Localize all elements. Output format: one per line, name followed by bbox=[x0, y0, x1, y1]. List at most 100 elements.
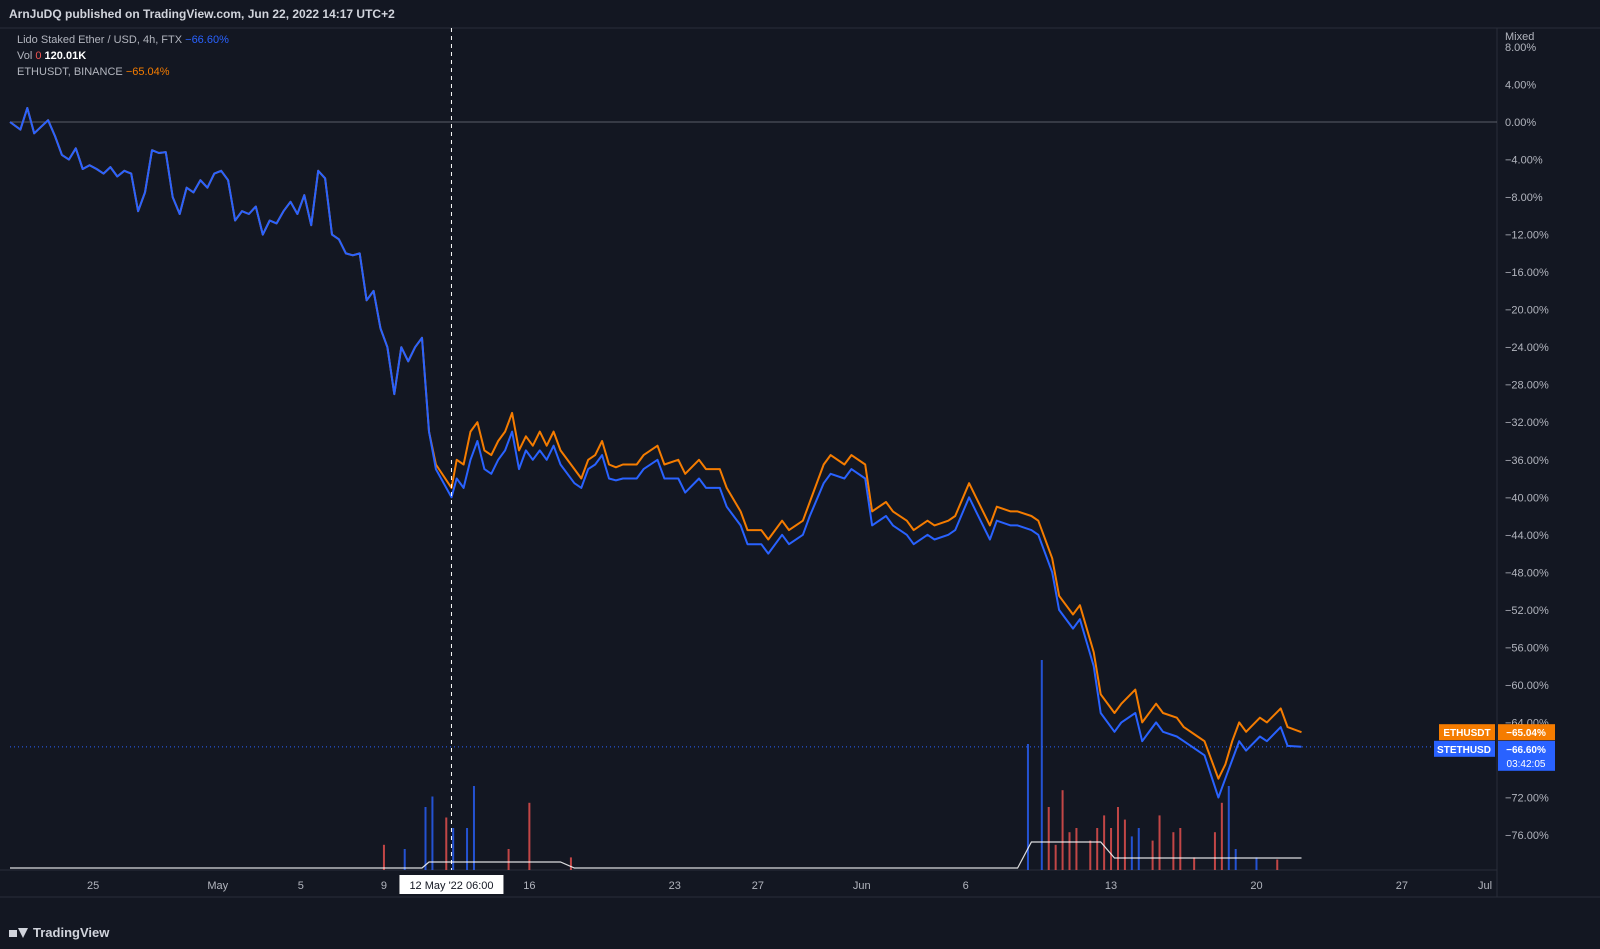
x-tick-label: 20 bbox=[1250, 880, 1262, 892]
y-tick-label: −48.00% bbox=[1505, 567, 1549, 579]
volume-bar bbox=[1068, 832, 1071, 870]
legend-symbol: Lido Staked Ether / USD, 4h, FTX bbox=[17, 34, 183, 46]
eth-name-text: ETHUSDT bbox=[1443, 728, 1490, 739]
legend-vol-value: 120.01K bbox=[44, 50, 87, 62]
y-tick-label: −32.00% bbox=[1505, 417, 1549, 429]
volume-bar bbox=[1123, 819, 1126, 870]
volume-bar bbox=[1255, 857, 1258, 870]
legend-volume-row[interactable]: Vol 0 120.01K bbox=[17, 48, 229, 64]
legend-symbol-change: −66.60% bbox=[185, 34, 229, 46]
volume-bar bbox=[1158, 815, 1161, 870]
chart-legend: Lido Staked Ether / USD, 4h, FTX −66.60%… bbox=[17, 32, 229, 80]
volume-bar bbox=[1061, 790, 1064, 870]
steth-value-text: −66.60% bbox=[1506, 745, 1546, 756]
y-tick-label: −52.00% bbox=[1505, 605, 1549, 617]
publisher-text: ArnJuDQ published on TradingView.com, Ju… bbox=[9, 7, 395, 21]
volume-bar bbox=[1054, 844, 1057, 870]
volume-bar bbox=[472, 786, 475, 870]
tradingview-footer: TradingView bbox=[9, 925, 109, 940]
eth-value-tag bbox=[1498, 724, 1555, 741]
y-tick-label: −72.00% bbox=[1505, 792, 1549, 804]
steth-countdown-text: 03:42:05 bbox=[1507, 759, 1546, 770]
x-tick-label: 9 bbox=[381, 880, 387, 892]
volume-bar bbox=[507, 849, 510, 870]
volume-bar bbox=[1047, 807, 1050, 870]
volume-bar bbox=[1089, 840, 1092, 870]
crosshair-time-box bbox=[399, 875, 504, 894]
series-line-stethusd bbox=[9, 107, 1302, 799]
x-tick-label: 5 bbox=[298, 880, 304, 892]
volume-bar bbox=[1075, 828, 1078, 870]
volume-bar bbox=[1227, 786, 1230, 870]
tradingview-logo-icon bbox=[9, 927, 28, 938]
legend-compare-change: −65.04% bbox=[125, 66, 170, 78]
y-tick-label: −24.00% bbox=[1505, 342, 1549, 354]
x-tick-label: 13 bbox=[1105, 880, 1117, 892]
y-tick-label: −16.00% bbox=[1505, 267, 1549, 279]
x-tick-label: 23 bbox=[669, 880, 681, 892]
y-tick-label: 4.00% bbox=[1505, 80, 1536, 92]
y-tick-label: −40.00% bbox=[1505, 492, 1549, 504]
eth-value-text: −65.04% bbox=[1506, 728, 1546, 739]
volume-bar bbox=[424, 807, 427, 870]
eth-name-tag bbox=[1439, 724, 1495, 741]
volume-bar bbox=[1172, 832, 1175, 870]
y-tick-label: −56.00% bbox=[1505, 642, 1549, 654]
volume-bar bbox=[1116, 807, 1119, 870]
y-tick-label: −20.00% bbox=[1505, 305, 1549, 317]
volume-ma-line bbox=[10, 841, 1302, 869]
volume-bar bbox=[528, 802, 531, 870]
volume-bar bbox=[1026, 744, 1029, 870]
publish-header: ArnJuDQ published on TradingView.com, Ju… bbox=[0, 0, 1600, 28]
x-tick-label: 6 bbox=[963, 880, 969, 892]
volume-bar bbox=[466, 828, 469, 870]
volume-bar bbox=[445, 817, 448, 870]
y-tick-label: −76.00% bbox=[1505, 830, 1549, 842]
x-tick-label: 16 bbox=[523, 880, 535, 892]
y-tick-label: −12.00% bbox=[1505, 230, 1549, 242]
steth-name-tag bbox=[1434, 740, 1495, 757]
steth-name-text: STETHUSD bbox=[1437, 745, 1491, 756]
legend-compare-symbol: ETHUSDT, BINANCE bbox=[17, 66, 123, 78]
tradingview-brand: TradingView bbox=[33, 925, 110, 940]
x-tick-label: 27 bbox=[1396, 880, 1408, 892]
volume-bar bbox=[1103, 815, 1106, 870]
y-tick-label: −44.00% bbox=[1505, 530, 1549, 542]
legend-symbol-row[interactable]: Lido Staked Ether / USD, 4h, FTX −66.60% bbox=[17, 32, 229, 48]
volume-bar bbox=[1096, 828, 1099, 870]
volume-bar bbox=[1151, 840, 1154, 870]
legend-vol-zero: 0 bbox=[35, 50, 42, 62]
volume-bar bbox=[1234, 849, 1237, 870]
volume-bar bbox=[452, 828, 455, 870]
volume-bar bbox=[1130, 836, 1133, 870]
volume-bar bbox=[1276, 859, 1279, 870]
volume-bar bbox=[1193, 857, 1196, 870]
y-tick-label: 8.00% bbox=[1505, 42, 1536, 54]
y-tick-label: −36.00% bbox=[1505, 455, 1549, 467]
steth-value-tag bbox=[1498, 740, 1555, 771]
y-tick-label: −28.00% bbox=[1505, 380, 1549, 392]
volume-bar bbox=[1220, 802, 1223, 870]
x-tick-label: 25 bbox=[87, 880, 99, 892]
scale-mode-label: Mixed bbox=[1505, 31, 1534, 43]
y-tick-label: −8.00% bbox=[1505, 192, 1543, 204]
volume-bar bbox=[1110, 828, 1113, 870]
volume-bar bbox=[1137, 828, 1140, 870]
volume-bar bbox=[1179, 828, 1182, 870]
y-tick-label: 0.00% bbox=[1505, 117, 1536, 129]
x-tick-label: Jun bbox=[853, 880, 871, 892]
volume-bar bbox=[569, 857, 572, 870]
volume-bar bbox=[382, 844, 385, 870]
crosshair-time-label: 12 May '22 06:00 bbox=[409, 880, 493, 892]
series-line-ethusdt bbox=[9, 107, 1302, 780]
volume-bar bbox=[431, 796, 434, 870]
volume-bar bbox=[1040, 660, 1043, 870]
x-tick-label: May bbox=[207, 880, 228, 892]
y-tick-label: −4.00% bbox=[1505, 155, 1543, 167]
legend-compare-row[interactable]: ETHUSDT, BINANCE −65.04% bbox=[17, 64, 229, 80]
x-tick-label: Jul bbox=[1478, 880, 1492, 892]
volume-bar bbox=[403, 849, 406, 870]
y-tick-label: −60.00% bbox=[1505, 680, 1549, 692]
x-tick-label: 27 bbox=[752, 880, 764, 892]
